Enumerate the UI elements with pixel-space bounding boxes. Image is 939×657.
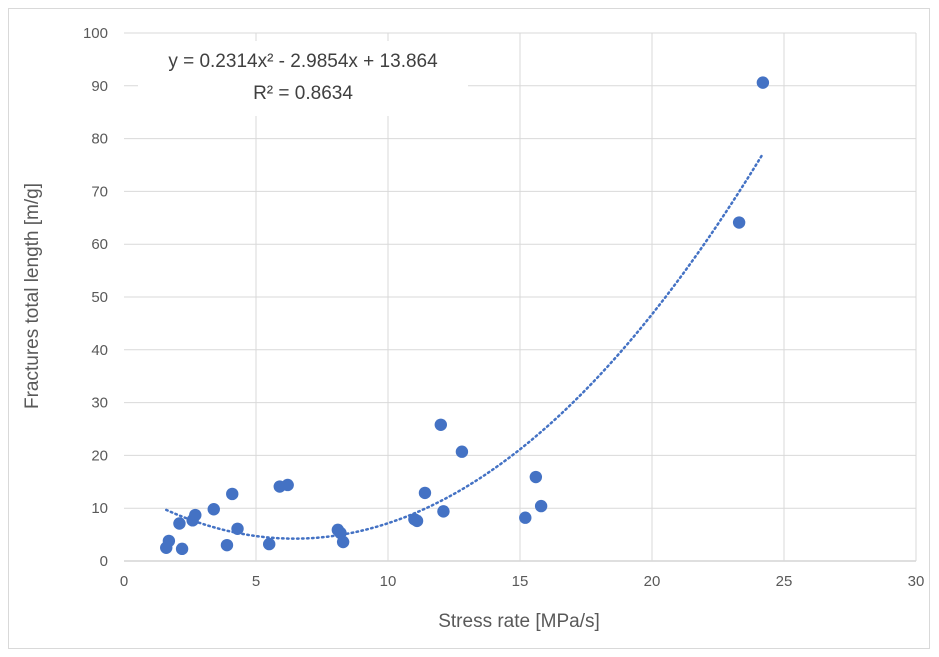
data-point: [434, 418, 447, 431]
y-tick-label: 90: [91, 78, 108, 95]
data-point: [410, 514, 424, 528]
x-tick-label: 0: [120, 573, 128, 590]
data-point: [207, 503, 220, 516]
y-tick-label: 30: [91, 395, 108, 412]
x-tick-label: 25: [776, 573, 793, 590]
data-point: [173, 517, 186, 530]
data-point: [189, 508, 202, 522]
data-point: [418, 486, 432, 500]
y-tick-label: 80: [91, 131, 108, 148]
data-point: [336, 535, 350, 549]
y-tick-label: 10: [91, 500, 108, 517]
data-point: [226, 487, 239, 501]
data-points: [160, 76, 770, 556]
data-point: [437, 505, 450, 518]
x-axis-title: Stress rate [MPa/s]: [438, 611, 600, 632]
data-point: [263, 537, 276, 551]
data-point: [231, 522, 244, 535]
x-tick-label: 30: [908, 573, 925, 590]
trendline-r2: R² = 0.8634: [253, 83, 353, 104]
y-tick-label: 60: [91, 236, 108, 253]
data-point: [732, 216, 746, 229]
y-tick-label: 100: [83, 25, 108, 42]
y-tick-label: 70: [91, 183, 108, 200]
x-tick-labels: 0 5 10 15 20 25 30: [120, 573, 925, 590]
data-point: [529, 470, 543, 484]
data-point: [756, 76, 770, 89]
equation-label-background: [138, 41, 468, 116]
data-point: [175, 542, 189, 556]
data-point: [162, 534, 176, 548]
data-point: [519, 511, 532, 524]
trendline-equation: y = 0.2314x² - 2.9854x + 13.864: [168, 51, 438, 72]
y-axis-title: Fractures total length [m/g]: [22, 183, 43, 409]
y-tick-label: 20: [91, 447, 108, 464]
x-tick-label: 15: [512, 573, 529, 590]
data-point: [281, 478, 294, 492]
y-tick-label: 0: [100, 553, 108, 570]
data-point: [534, 499, 548, 513]
trendline: [164, 152, 765, 540]
x-tick-label: 20: [644, 573, 661, 590]
x-tick-label: 10: [380, 573, 397, 590]
data-point: [455, 445, 469, 458]
y-tick-label: 40: [91, 342, 108, 359]
x-tick-label: 5: [252, 573, 260, 590]
y-tick-label: 50: [91, 289, 108, 306]
y-tick-labels: 0 10 20 30 40 50 60 70 80 90 100: [83, 25, 108, 570]
data-point: [220, 538, 234, 552]
